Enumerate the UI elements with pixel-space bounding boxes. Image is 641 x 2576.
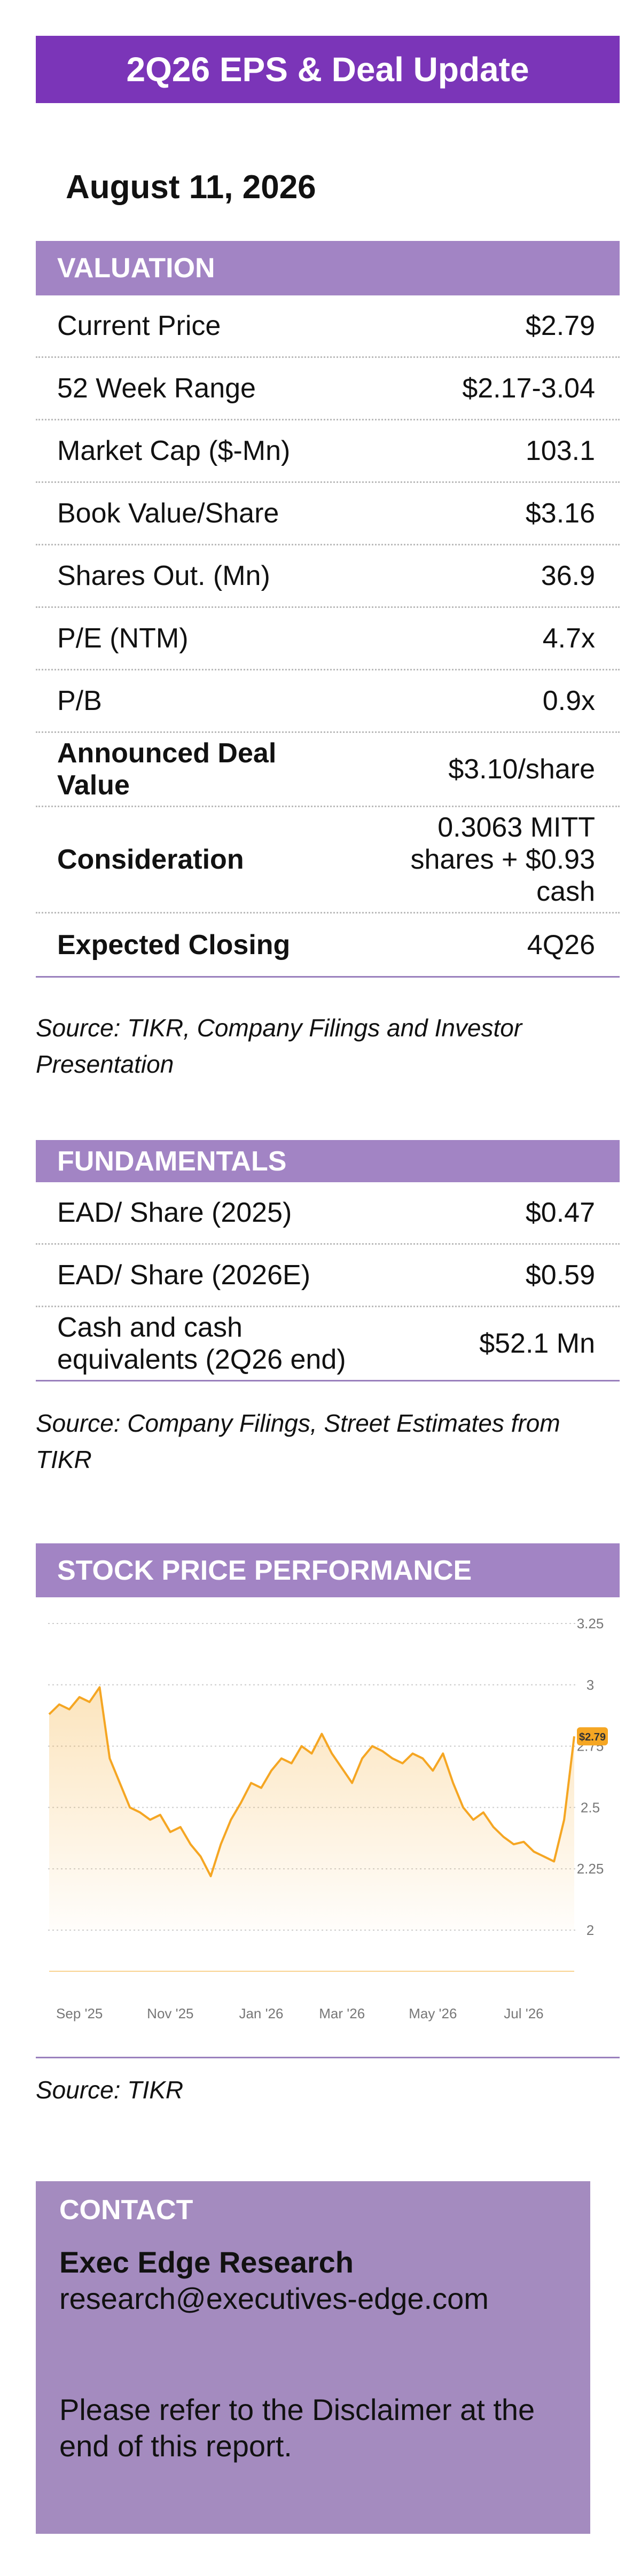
table-row: EAD/ Share (2025) $0.47 <box>36 1182 620 1245</box>
report-title: 2Q26 EPS & Deal Update <box>36 36 620 103</box>
x-tick-label: May '26 <box>409 2005 457 2021</box>
row-label: Shares Out. (Mn) <box>57 560 270 591</box>
table-row: 52 Week Range $2.17-3.04 <box>36 358 620 420</box>
contact-box: CONTACT Exec Edge Research research@exec… <box>36 2181 590 2534</box>
contact-title: CONTACT <box>59 2195 193 2226</box>
row-value: $0.47 <box>525 1197 595 1228</box>
table-row: Expected Closing 4Q26 <box>36 914 620 976</box>
contact-email: research@executives-edge.com <box>59 2282 489 2315</box>
table-row: Shares Out. (Mn) 36.9 <box>36 545 620 608</box>
section-header: STOCK PRICE PERFORMANCE <box>36 1543 620 1597</box>
row-label: EAD/ Share (2025) <box>57 1197 292 1228</box>
x-tick-label: Nov '25 <box>147 2005 193 2021</box>
row-value: 4Q26 <box>527 929 595 961</box>
section-header: VALUATION <box>36 241 620 295</box>
row-value: $3.10/share <box>448 754 595 785</box>
row-label: P/B <box>57 685 102 716</box>
row-value: 0.3063 MITT shares + $0.93 cash <box>410 812 595 907</box>
y-tick-label: 2.5 <box>581 1799 600 1815</box>
divider <box>36 2057 620 2058</box>
row-label: 52 Week Range <box>57 373 256 404</box>
row-value: $0.59 <box>525 1260 595 1291</box>
table-row: Book Value/Share $3.16 <box>36 483 620 545</box>
row-value: $2.17-3.04 <box>462 373 595 404</box>
row-value: 0.9x <box>542 685 595 716</box>
price-area <box>49 1687 574 1930</box>
section-header: FUNDAMENTALS <box>36 1140 620 1182</box>
table-row: Market Cap ($-Mn) 103.1 <box>36 420 620 483</box>
table-row: EAD/ Share (2026E) $0.59 <box>36 1245 620 1307</box>
row-value: $2.79 <box>525 310 595 341</box>
row-label: Announced Deal Value <box>57 738 277 801</box>
x-tick-label: Jan '26 <box>239 2005 283 2021</box>
row-value: $3.16 <box>525 498 595 529</box>
x-tick-label: Jul '26 <box>504 2005 543 2021</box>
valuation-table: Current Price $2.79 52 Week Range $2.17-3.0… <box>36 295 620 978</box>
source-note: Source: TIKR <box>36 2076 184 2104</box>
table-row: P/B 0.9x <box>36 670 620 733</box>
price-line <box>48 1686 575 1877</box>
contact-name: Exec Edge Research <box>59 2245 354 2279</box>
row-label: Cash and cash equivalents (2Q26 end) <box>57 1312 346 1375</box>
disclaimer-note: Please refer to the Disclaimer at the en… <box>59 2393 535 2463</box>
table-row: P/E (NTM) 4.7x <box>36 608 620 670</box>
row-label: Market Cap ($-Mn) <box>57 435 291 466</box>
row-label: Book Value/Share <box>57 498 279 529</box>
y-tick-label: 3.25 <box>577 1615 604 1632</box>
row-label: Current Price <box>57 310 221 341</box>
row-value: 4.7x <box>542 623 595 654</box>
fundamentals-table: EAD/ Share (2025) $0.47 EAD/ Share (2026E)… <box>36 1182 620 1381</box>
y-tick-label: 3 <box>587 1677 594 1693</box>
source-note: Source: Company Filings, Street Estimate… <box>36 1409 560 1473</box>
row-value: 36.9 <box>541 560 595 591</box>
y-tick-label: 2.25 <box>577 1861 604 1877</box>
x-tick-label: Mar '26 <box>319 2005 365 2021</box>
last-price-label: $2.79 <box>579 1731 606 1743</box>
table-row: Cash and cash equivalents (2Q26 end) $52.… <box>36 1307 620 1380</box>
row-label: Expected Closing <box>57 929 291 961</box>
table-row: Consideration 0.3063 MITT shares + $0.93 … <box>36 807 620 914</box>
row-value: $52.1 Mn <box>479 1328 595 1359</box>
row-value: 103.1 <box>525 435 595 466</box>
x-tick-label: Sep '25 <box>56 2005 103 2021</box>
table-row: Announced Deal Value $3.10/share <box>36 733 620 807</box>
source-note: Source: TIKR, Company Filings and Invest… <box>36 1014 522 1078</box>
last-price-badge <box>577 1727 608 1746</box>
report-date: August 11, 2026 <box>66 169 316 206</box>
row-label: EAD/ Share (2026E) <box>57 1260 311 1291</box>
row-label: Consideration <box>57 844 244 875</box>
table-row: Current Price $2.79 <box>36 295 620 358</box>
y-tick-label: 2 <box>587 1922 594 1938</box>
row-label: P/E (NTM) <box>57 623 189 654</box>
